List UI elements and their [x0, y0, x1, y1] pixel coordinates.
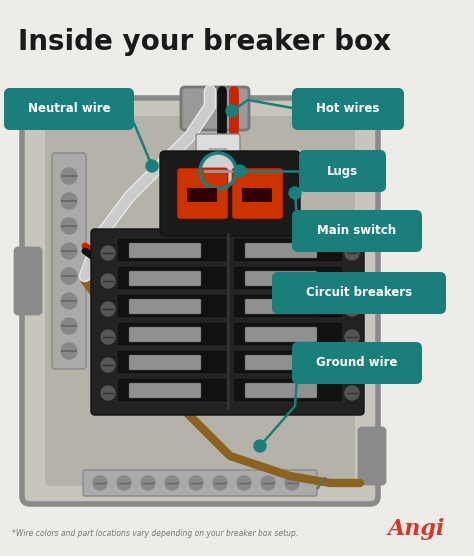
Circle shape [61, 193, 77, 209]
Text: Lugs: Lugs [327, 165, 358, 177]
Circle shape [117, 476, 131, 490]
FancyBboxPatch shape [292, 210, 422, 252]
FancyBboxPatch shape [245, 271, 317, 286]
FancyBboxPatch shape [117, 322, 227, 346]
Circle shape [93, 476, 107, 490]
Circle shape [289, 187, 301, 199]
FancyBboxPatch shape [129, 299, 201, 314]
FancyBboxPatch shape [117, 294, 227, 318]
FancyBboxPatch shape [299, 150, 386, 192]
Circle shape [61, 343, 77, 359]
FancyBboxPatch shape [129, 355, 201, 370]
FancyBboxPatch shape [233, 378, 343, 402]
FancyBboxPatch shape [22, 98, 378, 504]
FancyBboxPatch shape [181, 87, 249, 130]
Circle shape [226, 105, 238, 117]
Circle shape [61, 243, 77, 259]
FancyBboxPatch shape [129, 271, 201, 286]
Circle shape [146, 160, 158, 172]
FancyBboxPatch shape [233, 266, 343, 290]
FancyBboxPatch shape [245, 299, 317, 314]
FancyBboxPatch shape [292, 88, 404, 130]
FancyBboxPatch shape [160, 151, 300, 236]
FancyBboxPatch shape [117, 238, 227, 262]
Circle shape [356, 277, 368, 289]
Text: Neutral wire: Neutral wire [27, 102, 110, 116]
FancyBboxPatch shape [232, 168, 283, 219]
Circle shape [345, 302, 359, 316]
Circle shape [61, 318, 77, 334]
Circle shape [101, 386, 115, 400]
FancyBboxPatch shape [91, 229, 364, 415]
FancyBboxPatch shape [233, 294, 343, 318]
FancyBboxPatch shape [272, 272, 446, 314]
FancyBboxPatch shape [45, 116, 355, 486]
FancyBboxPatch shape [15, 248, 41, 314]
Text: Hot wires: Hot wires [316, 102, 380, 116]
FancyBboxPatch shape [245, 327, 317, 342]
Circle shape [101, 246, 115, 260]
Text: Ground wire: Ground wire [316, 356, 398, 370]
FancyBboxPatch shape [4, 88, 134, 130]
Text: Inside your breaker box: Inside your breaker box [18, 28, 391, 56]
FancyBboxPatch shape [233, 350, 343, 374]
Circle shape [189, 476, 203, 490]
Circle shape [101, 274, 115, 288]
Circle shape [254, 440, 266, 452]
FancyBboxPatch shape [129, 243, 201, 258]
FancyBboxPatch shape [83, 470, 317, 496]
FancyBboxPatch shape [52, 153, 86, 369]
Circle shape [213, 476, 227, 490]
Circle shape [345, 246, 359, 260]
Text: *Wire colors and part locations vary depending on your breaker box setup.: *Wire colors and part locations vary dep… [12, 529, 298, 538]
Circle shape [61, 268, 77, 284]
Circle shape [261, 476, 275, 490]
FancyBboxPatch shape [245, 383, 317, 398]
FancyBboxPatch shape [187, 188, 217, 202]
FancyBboxPatch shape [129, 383, 201, 398]
Circle shape [61, 168, 77, 184]
Text: Main switch: Main switch [318, 225, 397, 237]
Circle shape [345, 274, 359, 288]
Circle shape [101, 302, 115, 316]
FancyBboxPatch shape [177, 168, 228, 219]
FancyBboxPatch shape [292, 342, 422, 384]
Text: Circuit breakers: Circuit breakers [306, 286, 412, 300]
FancyBboxPatch shape [129, 327, 201, 342]
Circle shape [165, 476, 179, 490]
Circle shape [200, 153, 236, 189]
Circle shape [345, 386, 359, 400]
Circle shape [141, 476, 155, 490]
FancyBboxPatch shape [242, 188, 272, 202]
Circle shape [61, 218, 77, 234]
FancyBboxPatch shape [117, 350, 227, 374]
Circle shape [234, 165, 246, 177]
FancyBboxPatch shape [245, 355, 317, 370]
FancyBboxPatch shape [233, 238, 343, 262]
FancyBboxPatch shape [196, 134, 240, 158]
Text: Angi: Angi [388, 518, 445, 540]
Circle shape [345, 330, 359, 344]
FancyBboxPatch shape [245, 243, 317, 258]
FancyBboxPatch shape [359, 428, 385, 484]
Circle shape [345, 358, 359, 372]
FancyBboxPatch shape [117, 266, 227, 290]
Circle shape [61, 293, 77, 309]
Circle shape [101, 330, 115, 344]
Circle shape [101, 358, 115, 372]
Circle shape [237, 476, 251, 490]
Circle shape [285, 476, 299, 490]
FancyBboxPatch shape [117, 378, 227, 402]
FancyBboxPatch shape [233, 322, 343, 346]
